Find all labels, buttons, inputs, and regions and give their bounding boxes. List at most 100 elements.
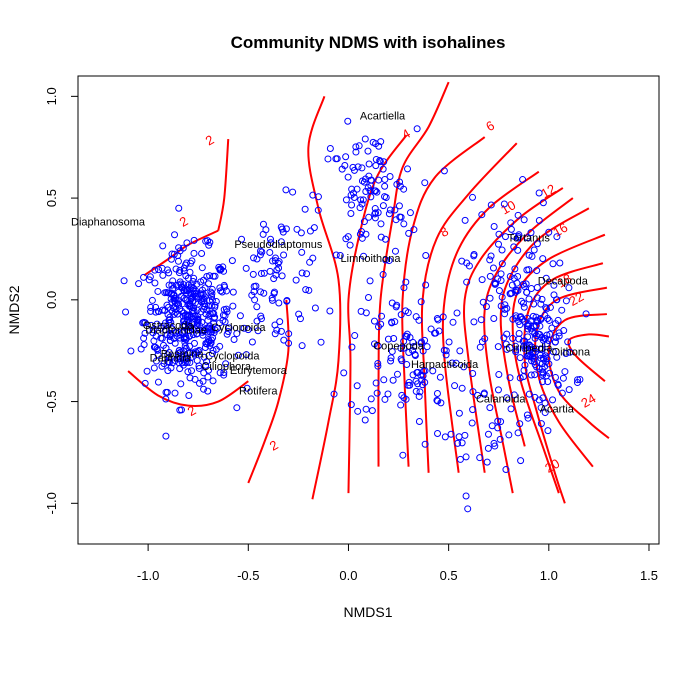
site-point	[342, 153, 350, 161]
site-point	[385, 257, 393, 265]
site-point	[549, 260, 557, 268]
site-point	[500, 334, 508, 342]
species-label: Tortanus	[508, 233, 551, 245]
site-point	[451, 382, 459, 390]
site-point	[409, 371, 417, 379]
site-point	[582, 310, 590, 318]
site-point	[357, 228, 365, 236]
site-point	[484, 430, 492, 438]
site-point	[514, 246, 522, 254]
site-point	[573, 379, 581, 387]
site-point	[414, 380, 422, 388]
site-point	[195, 346, 203, 354]
site-point	[362, 188, 370, 196]
site-point	[553, 296, 561, 304]
site-point	[205, 337, 213, 345]
site-point	[120, 277, 128, 285]
site-point	[184, 301, 192, 309]
site-point	[347, 209, 355, 217]
site-point	[388, 299, 396, 307]
site-point	[538, 295, 546, 303]
site-point	[405, 348, 413, 356]
site-point	[391, 247, 399, 255]
site-point	[480, 389, 488, 397]
site-point	[452, 359, 460, 367]
site-point	[418, 338, 426, 346]
site-point	[276, 318, 284, 326]
site-point	[177, 331, 185, 339]
site-point	[515, 335, 523, 343]
site-point	[171, 231, 179, 239]
site-point	[275, 299, 283, 307]
site-point	[344, 173, 352, 181]
site-point	[158, 306, 166, 314]
site-point	[498, 293, 506, 301]
site-point	[278, 272, 286, 280]
site-point	[233, 330, 241, 338]
site-point	[537, 420, 545, 428]
site-point	[208, 293, 216, 301]
site-point	[406, 209, 414, 217]
site-point	[463, 278, 471, 286]
site-point	[545, 316, 553, 324]
site-point	[458, 257, 466, 265]
site-point	[529, 312, 537, 320]
site-point	[266, 267, 274, 275]
site-point	[448, 359, 456, 367]
site-point	[191, 350, 199, 358]
site-point	[228, 257, 236, 265]
site-point	[368, 407, 376, 415]
site-point	[168, 324, 176, 332]
site-point	[433, 390, 441, 398]
site-point	[187, 281, 195, 289]
site-point	[558, 389, 566, 397]
site-point	[188, 367, 196, 375]
site-point	[187, 290, 195, 298]
site-point	[548, 324, 556, 332]
site-point	[219, 263, 227, 271]
site-point	[447, 430, 455, 438]
site-point	[190, 236, 198, 244]
site-point	[454, 439, 462, 447]
site-point	[391, 318, 399, 326]
site-point	[545, 228, 553, 236]
site-point	[240, 324, 248, 332]
site-point	[422, 281, 430, 289]
site-point	[143, 367, 151, 375]
site-point	[453, 309, 461, 317]
site-point	[509, 315, 517, 323]
site-point	[506, 374, 514, 382]
site-point	[244, 326, 252, 334]
site-point	[417, 298, 425, 306]
site-point	[140, 341, 148, 349]
site-point	[298, 269, 306, 277]
species-label: Daphnia	[150, 353, 192, 365]
site-point	[531, 371, 539, 379]
x-tick-label: 0.5	[440, 568, 458, 583]
site-point	[145, 276, 153, 284]
site-point	[464, 505, 472, 513]
site-point	[347, 401, 355, 409]
site-point	[160, 341, 168, 349]
site-point	[234, 351, 242, 359]
species-label: Diaphanosoma	[71, 216, 146, 228]
site-point	[260, 289, 268, 297]
site-point	[306, 227, 314, 235]
site-point	[554, 380, 562, 388]
site-point	[356, 204, 364, 212]
site-point	[182, 354, 190, 362]
site-point	[521, 361, 529, 369]
site-point	[397, 401, 405, 409]
isohaline-label: 22	[566, 289, 586, 309]
site-point	[154, 287, 162, 295]
site-point	[165, 316, 173, 324]
site-point	[494, 386, 502, 394]
site-point	[186, 299, 194, 307]
site-point	[366, 277, 374, 285]
site-point	[537, 316, 545, 324]
site-point	[195, 362, 203, 370]
site-point	[546, 330, 554, 338]
site-point	[486, 294, 494, 302]
site-point	[370, 187, 378, 195]
